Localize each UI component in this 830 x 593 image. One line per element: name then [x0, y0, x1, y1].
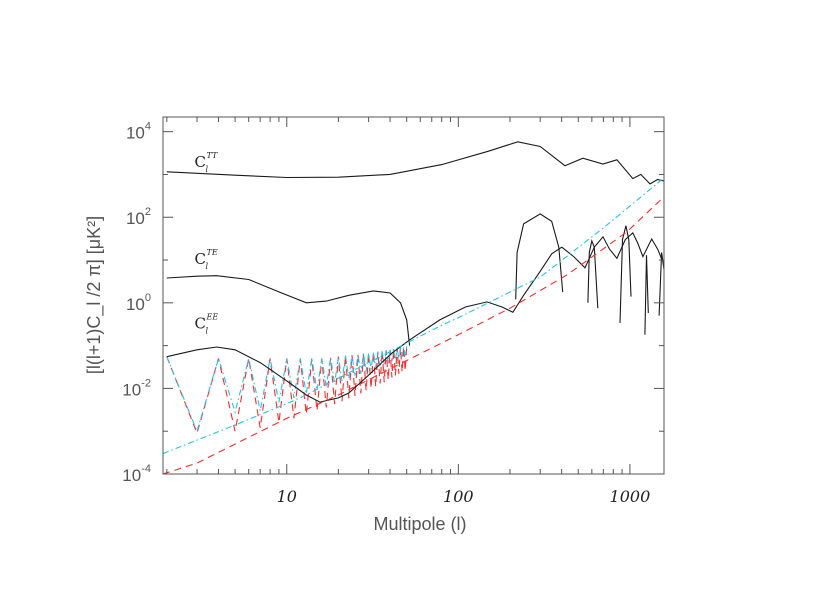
y-tick-label: 100 [126, 292, 151, 314]
series-cyan-smooth [163, 177, 664, 455]
x-tick-label: 1000 [610, 487, 651, 506]
series-TE [619, 225, 632, 323]
series-TE [587, 239, 599, 309]
curve-label-ee: C [195, 315, 206, 333]
y-tick-labels: 104 102 100 10-2 10-4 [122, 121, 151, 485]
axis-ticks [163, 117, 664, 475]
curve-label-subscript: l [206, 262, 209, 271]
series-TE [166, 275, 411, 346]
y-tick-label: 10-4 [122, 463, 151, 485]
curve-label-superscript: TT [207, 151, 218, 160]
curve-group [163, 141, 664, 474]
x-tick-label: 100 [443, 487, 474, 506]
plot-frame [162, 116, 665, 475]
x-tick-labels: 10 100 1000 [277, 487, 651, 506]
curve-label-subscript: l [206, 165, 209, 174]
y-tick-label: 102 [126, 206, 151, 228]
series-TT [166, 141, 664, 185]
x-tick-label: 10 [277, 487, 297, 506]
series-cyan-zigzag [166, 346, 408, 433]
curve-label-subscript: l [206, 327, 209, 336]
y-tick-label: 104 [126, 121, 151, 143]
series-TE [515, 213, 564, 300]
curve-label-superscript: EE [206, 313, 219, 322]
curve-label-te: C [195, 250, 206, 268]
curve-label-superscript: TE [207, 248, 218, 257]
y-tick-label: 10-2 [122, 377, 151, 399]
x-axis-label: Multipole (l) [373, 514, 466, 534]
series-red-smooth [163, 196, 664, 474]
curves [163, 141, 664, 474]
y-axis-label: [l(l+1)C_l /2 π] [μK²] [84, 216, 105, 374]
curve-label-tt: C [195, 153, 206, 171]
series-EE [166, 232, 663, 403]
series-TE [658, 252, 664, 316]
series-TE [644, 255, 649, 335]
